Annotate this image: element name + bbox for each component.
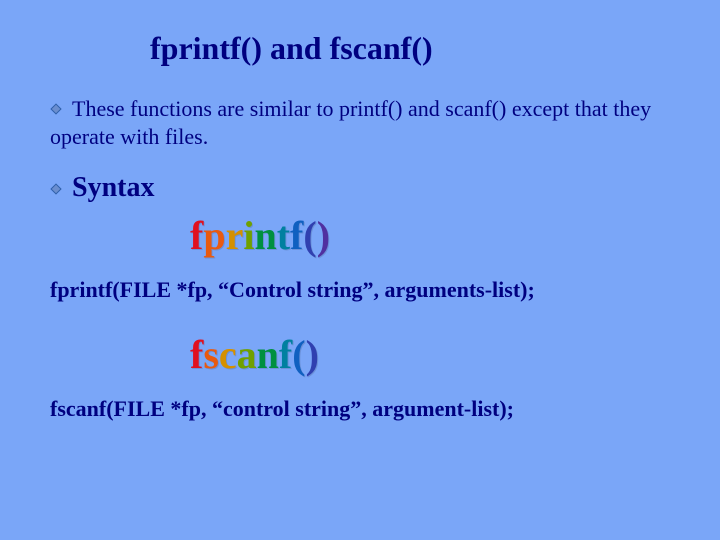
- syntax-label: Syntax: [72, 172, 154, 203]
- diamond-bullet-icon: [50, 103, 64, 117]
- description-text: These functions are similar to printf() …: [50, 96, 651, 149]
- fscanf-signature: fscanf(FILE *fp, “control string”, argum…: [50, 396, 680, 422]
- fprintf-signature: fprintf(FILE *fp, “Control string”, argu…: [50, 277, 680, 303]
- wordart-fprintf: fprintf(): [190, 212, 680, 259]
- description-line: These functions are similar to printf() …: [50, 95, 680, 150]
- wordart-fscanf: fscanf(): [190, 331, 680, 378]
- slide-title: fprintf() and fscanf(): [150, 30, 680, 67]
- diamond-bullet-icon: [50, 183, 64, 197]
- syntax-heading: Syntax: [50, 172, 680, 204]
- slide: fprintf() and fscanf() These functions a…: [0, 0, 720, 540]
